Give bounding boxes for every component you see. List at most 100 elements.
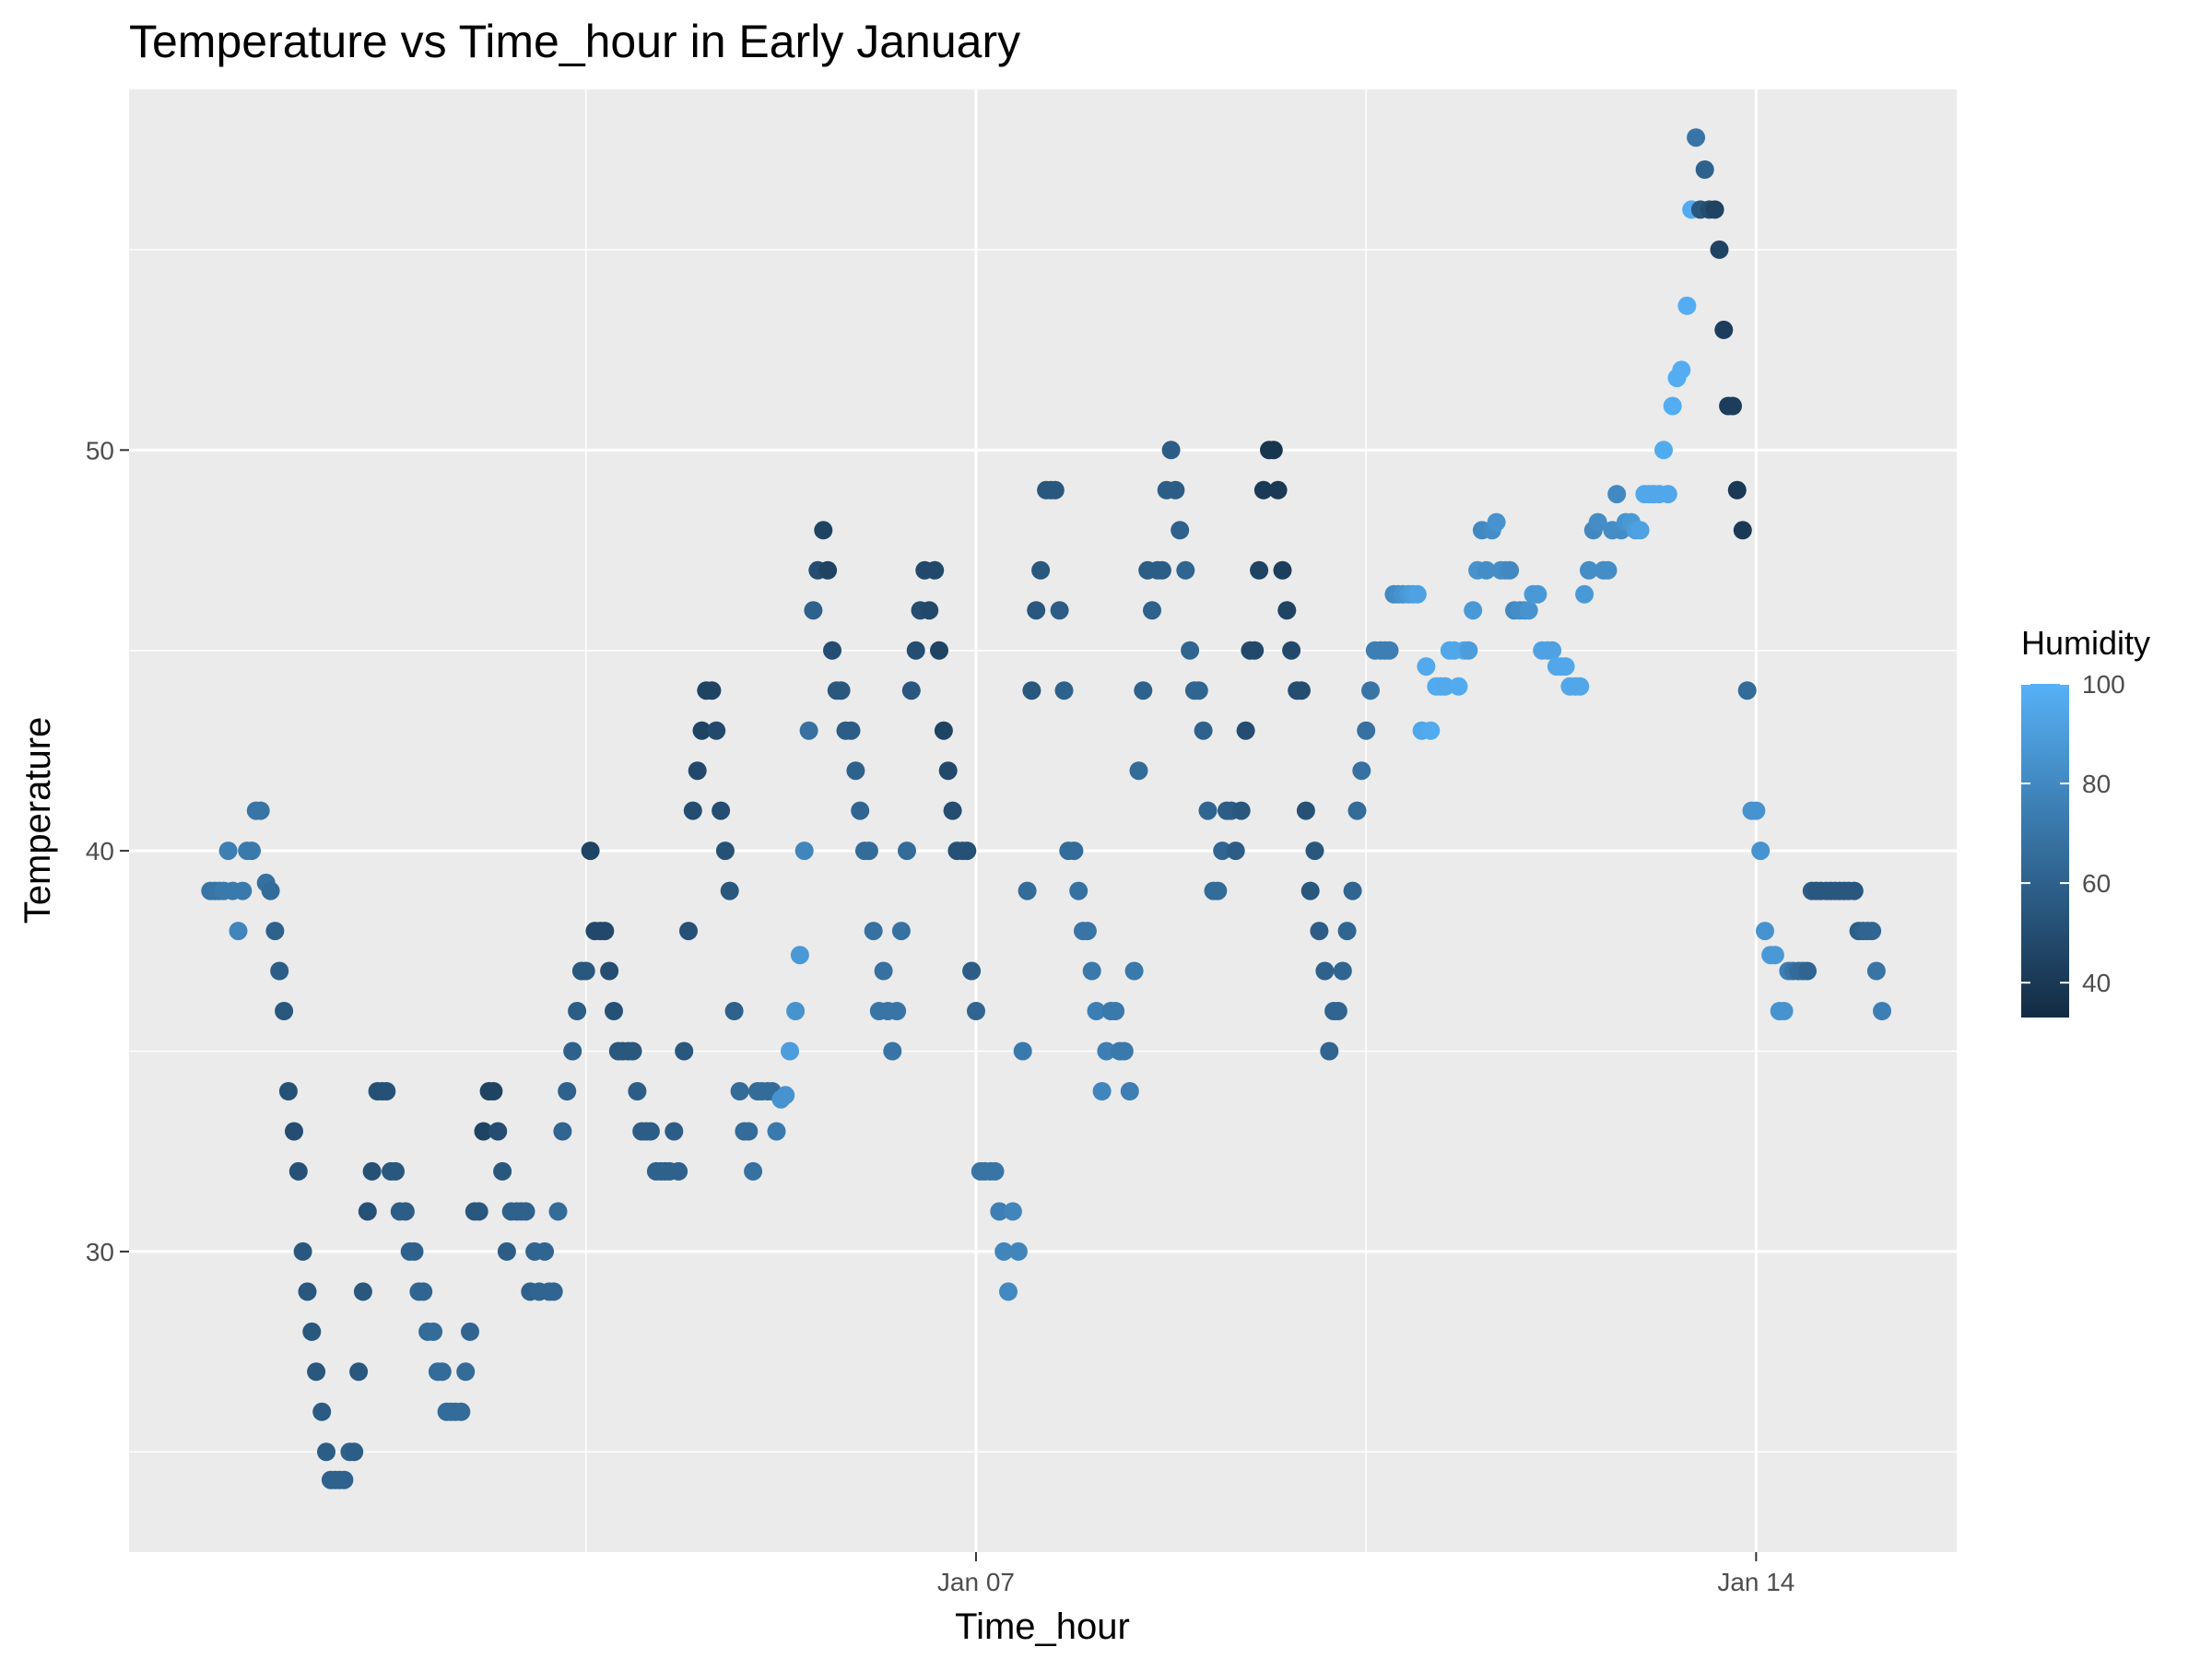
- data-point: [1421, 721, 1441, 740]
- data-point: [1310, 922, 1329, 941]
- data-point: [967, 1002, 985, 1020]
- data-point: [1305, 841, 1324, 861]
- data-point: [1863, 922, 1882, 941]
- data-point: [353, 1282, 372, 1301]
- data-point: [474, 1122, 493, 1141]
- data-point: [1672, 360, 1691, 380]
- data-point: [1747, 801, 1766, 820]
- data-point: [405, 1241, 424, 1261]
- data-point: [1124, 961, 1144, 981]
- data-point: [1143, 601, 1161, 620]
- data-point: [1417, 657, 1436, 677]
- data-point: [576, 961, 595, 981]
- data-point: [349, 1362, 369, 1382]
- data-point: [288, 1161, 308, 1181]
- data-point: [1054, 681, 1074, 700]
- data-point: [605, 1002, 623, 1020]
- data-point: [1161, 441, 1181, 460]
- data-point: [958, 841, 977, 861]
- data-point: [1519, 601, 1538, 620]
- data-point: [823, 641, 841, 660]
- data-point: [1171, 521, 1190, 540]
- data-point: [484, 1082, 503, 1100]
- data-point: [720, 881, 739, 900]
- data-point: [776, 1086, 795, 1105]
- data-point: [558, 1082, 577, 1100]
- data-point: [1352, 761, 1371, 781]
- data-point: [1866, 961, 1886, 981]
- data-point: [1654, 441, 1673, 460]
- data-point: [293, 1241, 312, 1261]
- data-point: [265, 922, 285, 941]
- data-point: [278, 1082, 298, 1100]
- data-point: [1282, 641, 1301, 660]
- data-point: [1152, 560, 1171, 580]
- data-point: [901, 681, 921, 700]
- data-point: [335, 1470, 354, 1489]
- data-point: [1022, 681, 1041, 700]
- data-point: [1189, 681, 1208, 700]
- data-point: [1208, 881, 1228, 900]
- data-point: [242, 841, 261, 861]
- data-point: [925, 560, 945, 580]
- data-point: [851, 801, 870, 820]
- legend-tick-label: 100: [2082, 670, 2125, 699]
- data-point: [1277, 601, 1297, 620]
- data-point: [1380, 641, 1399, 660]
- data-point: [1077, 922, 1097, 941]
- data-point: [1630, 521, 1650, 540]
- data-point: [730, 1082, 749, 1100]
- data-point: [888, 1002, 907, 1020]
- y-axis-ticks: 30 40 50: [86, 436, 129, 1266]
- legend-tick-label: 40: [2082, 969, 2111, 997]
- data-point: [1250, 560, 1269, 580]
- data-point: [683, 801, 702, 820]
- data-point: [581, 841, 600, 861]
- data-point: [497, 1241, 516, 1261]
- humidity-legend: Humidity 40 60 80 100: [2021, 624, 2150, 1018]
- data-point: [874, 961, 893, 981]
- data-point: [641, 1122, 660, 1141]
- data-point: [1343, 881, 1362, 900]
- data-point: [1300, 881, 1320, 900]
- data-point: [1018, 881, 1037, 900]
- data-point: [1213, 841, 1232, 861]
- x-tick-label: Jan 07: [937, 1568, 1015, 1596]
- data-point: [461, 1322, 479, 1341]
- data-point: [906, 641, 925, 660]
- data-point: [307, 1362, 326, 1382]
- data-point: [414, 1282, 433, 1301]
- data-point: [1464, 601, 1483, 620]
- data-point: [1031, 560, 1051, 580]
- data-point: [568, 1002, 587, 1020]
- data-point: [233, 881, 253, 900]
- data-point: [1292, 681, 1311, 700]
- legend-tick-label: 80: [2082, 770, 2111, 798]
- x-tick-label: Jan 14: [1717, 1568, 1794, 1596]
- data-point: [1710, 240, 1729, 259]
- data-point: [786, 1002, 806, 1020]
- data-point: [1296, 801, 1315, 820]
- data-point: [1556, 657, 1575, 677]
- data-point: [1751, 841, 1771, 861]
- data-point: [1315, 961, 1335, 981]
- data-point: [1082, 961, 1101, 981]
- data-point: [298, 1282, 317, 1301]
- data-point: [1065, 841, 1084, 861]
- data-point: [1571, 677, 1590, 696]
- data-point: [1273, 560, 1292, 580]
- data-point: [1097, 1041, 1116, 1061]
- data-point: [229, 922, 248, 941]
- data-point: [1027, 601, 1046, 620]
- data-point: [920, 601, 939, 620]
- data-point: [285, 1122, 303, 1141]
- data-point: [469, 1202, 488, 1221]
- data-point: [1008, 1241, 1028, 1261]
- data-point: [1198, 801, 1218, 820]
- data-point: [1756, 922, 1774, 941]
- legend-tick-label: 60: [2082, 869, 2111, 898]
- data-point: [1226, 841, 1245, 861]
- data-point: [275, 1002, 294, 1020]
- data-point: [864, 922, 883, 941]
